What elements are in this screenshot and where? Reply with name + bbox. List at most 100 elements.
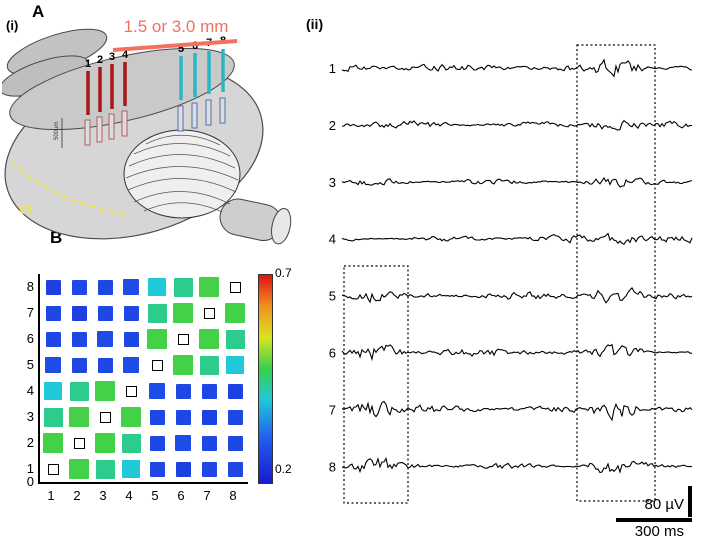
heatmap-cell — [40, 326, 66, 352]
heatmap-square — [123, 357, 139, 373]
heatmap-cell — [144, 274, 170, 300]
heatmap-cell — [222, 456, 248, 482]
heatmap-cell — [118, 378, 144, 404]
heatmap-square — [71, 279, 87, 295]
trace-waveform — [341, 232, 693, 245]
trace-label: 8 — [329, 459, 336, 474]
heatmap-square — [95, 459, 115, 479]
burst-highlight-box-right — [576, 44, 656, 502]
heatmap-square — [225, 303, 245, 323]
x-tick-label: 6 — [177, 488, 185, 503]
heatmap-cell — [92, 430, 118, 456]
y-tick-label: 2 — [26, 435, 34, 450]
heatmap-cell — [170, 378, 196, 404]
heatmap-cell — [92, 456, 118, 482]
heatmap-square — [175, 435, 191, 451]
heatmap-cell — [170, 274, 196, 300]
panel-i-label: (i) — [6, 18, 19, 33]
heatmap-cell — [66, 430, 92, 456]
heatmap-cell — [118, 274, 144, 300]
heatmap-square — [173, 277, 193, 297]
trace-label: 2 — [329, 118, 336, 133]
lfp-traces-plot: 80 µV 300 ms 1 2 3 4 5 6 7 8 — [329, 44, 693, 540]
colorbar — [258, 274, 273, 484]
heatmap-square — [201, 383, 217, 399]
heatmap-square — [71, 305, 87, 321]
trace-waveform — [341, 457, 693, 474]
cerebellum-shape — [123, 129, 241, 219]
x-tick-label: 3 — [99, 488, 107, 503]
trace-waveform — [341, 119, 693, 131]
trace-label: 7 — [329, 402, 336, 417]
heatmap-square — [45, 279, 61, 295]
trace-label: 6 — [329, 346, 336, 361]
y-tick-label: 6 — [26, 331, 34, 346]
time-scale-label: 300 ms — [635, 523, 684, 540]
red-electrode-array — [86, 62, 127, 115]
heatmap-cell — [118, 326, 144, 352]
heatmap-square — [122, 460, 140, 478]
heatmap-square — [175, 383, 191, 399]
heatmap-square — [95, 433, 115, 453]
heatmap-cell — [170, 404, 196, 430]
y-tick-label: 3 — [26, 409, 34, 424]
heatmap-cell — [170, 352, 196, 378]
heatmap-cell — [92, 378, 118, 404]
heatmap-square — [149, 409, 165, 425]
heatmap-cell — [170, 456, 196, 482]
heatmap-square — [69, 459, 89, 479]
heatmap-square — [227, 383, 243, 399]
cyan-electrode-ghost-tips — [177, 97, 226, 132]
heatmap-cell — [196, 430, 222, 456]
x-tick-label: 8 — [229, 488, 237, 503]
heatmap-cell — [196, 326, 222, 352]
v1-area-label: V1 — [18, 202, 34, 217]
heatmap-open-square — [177, 333, 189, 345]
heatmap-cell — [144, 430, 170, 456]
trace-waveform — [341, 286, 693, 304]
heatmap-cell — [196, 404, 222, 430]
cyan-electrode-array — [179, 49, 225, 100]
heatmap-square — [123, 305, 139, 321]
y-axis-origin-label: 0 — [26, 474, 34, 489]
heatmap-square — [199, 329, 219, 349]
colorbar-min-label: 0.2 — [275, 462, 292, 476]
trace-label: 1 — [329, 61, 336, 76]
trace-label: 3 — [329, 175, 336, 190]
heatmap-cell — [170, 430, 196, 456]
heatmap-cell — [66, 326, 92, 352]
heatmap-cell — [196, 300, 222, 326]
electrode-number-3: 3 — [109, 51, 115, 63]
x-tick-label: 2 — [73, 488, 81, 503]
heatmap-square — [149, 461, 165, 477]
v1-boundary-dashed-line — [11, 161, 131, 216]
trace-label: 4 — [329, 232, 336, 247]
heatmap-open-square — [229, 281, 241, 293]
heatmap-square — [227, 461, 243, 477]
y-tick-label: 8 — [26, 279, 34, 294]
heatmap-cell — [222, 404, 248, 430]
heatmap-square — [123, 331, 139, 347]
y-tick-label: 1 — [26, 461, 34, 476]
trace-waveform — [341, 400, 693, 422]
heatmap-cell — [170, 300, 196, 326]
heatmap-square — [201, 461, 217, 477]
trace-waveform — [341, 343, 693, 362]
heatmap-cell — [66, 274, 92, 300]
x-tick-label: 7 — [203, 488, 211, 503]
voltage-scalebar — [688, 486, 692, 517]
burst-highlight-box-left — [343, 265, 409, 504]
heatmap-cell — [144, 378, 170, 404]
heatmap-cell — [144, 352, 170, 378]
heatmap-cell — [92, 404, 118, 430]
distance-label: 1.5 or 3.0 mm — [124, 17, 229, 36]
heatmap-square — [175, 409, 191, 425]
heatmap-cell — [222, 300, 248, 326]
heatmap-cell — [92, 300, 118, 326]
heatmap-square — [148, 278, 166, 296]
heatmap-cell — [144, 456, 170, 482]
brainstem-shape — [219, 198, 292, 245]
time-scalebar — [616, 518, 692, 522]
heatmap-square — [201, 409, 217, 425]
heatmap-cell — [40, 404, 66, 430]
